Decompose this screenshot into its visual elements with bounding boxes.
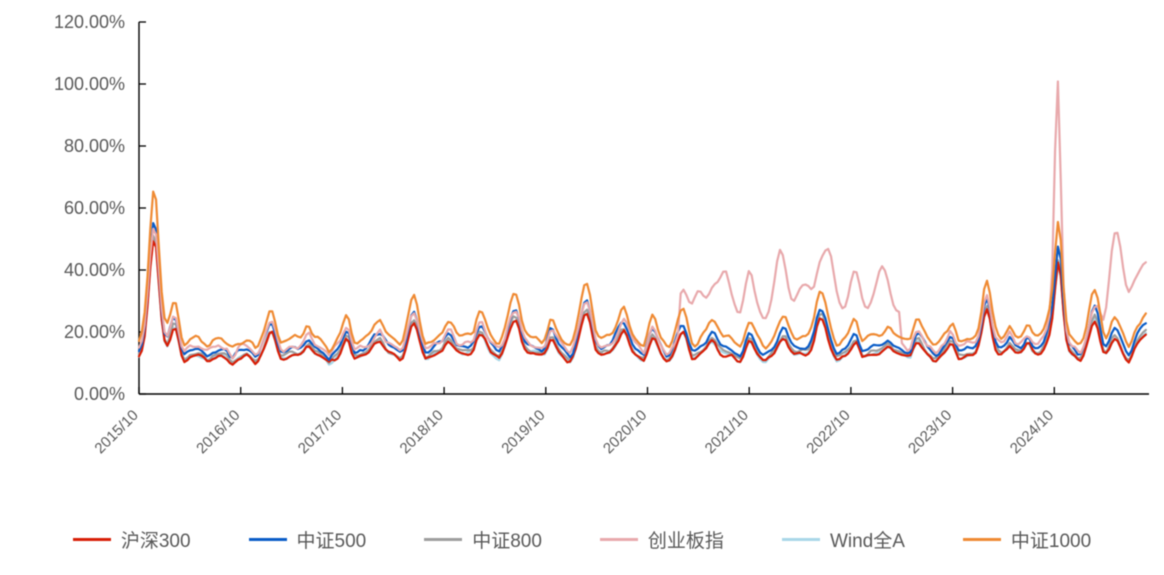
svg-text:80.00%: 80.00%	[64, 136, 125, 156]
svg-text:20.00%: 20.00%	[64, 322, 125, 342]
svg-text:40.00%: 40.00%	[64, 260, 125, 280]
svg-text:120.00%: 120.00%	[54, 12, 125, 32]
svg-text:100.00%: 100.00%	[54, 74, 125, 94]
svg-text:60.00%: 60.00%	[64, 198, 125, 218]
svg-text:0.00%: 0.00%	[74, 384, 125, 404]
